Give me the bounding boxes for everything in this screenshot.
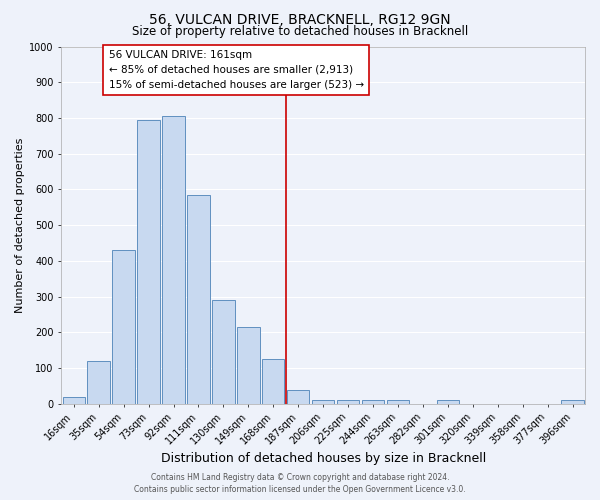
Text: 56 VULCAN DRIVE: 161sqm
← 85% of detached houses are smaller (2,913)
15% of semi: 56 VULCAN DRIVE: 161sqm ← 85% of detache… xyxy=(109,50,364,90)
Bar xyxy=(562,400,584,404)
Bar xyxy=(163,116,185,404)
Bar xyxy=(362,400,384,404)
Bar xyxy=(137,120,160,404)
Bar xyxy=(112,250,135,404)
Bar xyxy=(212,300,235,404)
Bar xyxy=(437,400,459,404)
Text: 56, VULCAN DRIVE, BRACKNELL, RG12 9GN: 56, VULCAN DRIVE, BRACKNELL, RG12 9GN xyxy=(149,12,451,26)
Y-axis label: Number of detached properties: Number of detached properties xyxy=(15,138,25,313)
Bar xyxy=(262,359,284,404)
Bar xyxy=(237,327,260,404)
Bar xyxy=(88,361,110,404)
Bar xyxy=(312,400,334,404)
Bar xyxy=(387,400,409,404)
Bar xyxy=(62,396,85,404)
Bar xyxy=(287,390,310,404)
Text: Size of property relative to detached houses in Bracknell: Size of property relative to detached ho… xyxy=(132,25,468,38)
Bar xyxy=(187,195,209,404)
Text: Contains HM Land Registry data © Crown copyright and database right 2024.
Contai: Contains HM Land Registry data © Crown c… xyxy=(134,472,466,494)
Bar xyxy=(337,400,359,404)
X-axis label: Distribution of detached houses by size in Bracknell: Distribution of detached houses by size … xyxy=(161,452,486,465)
